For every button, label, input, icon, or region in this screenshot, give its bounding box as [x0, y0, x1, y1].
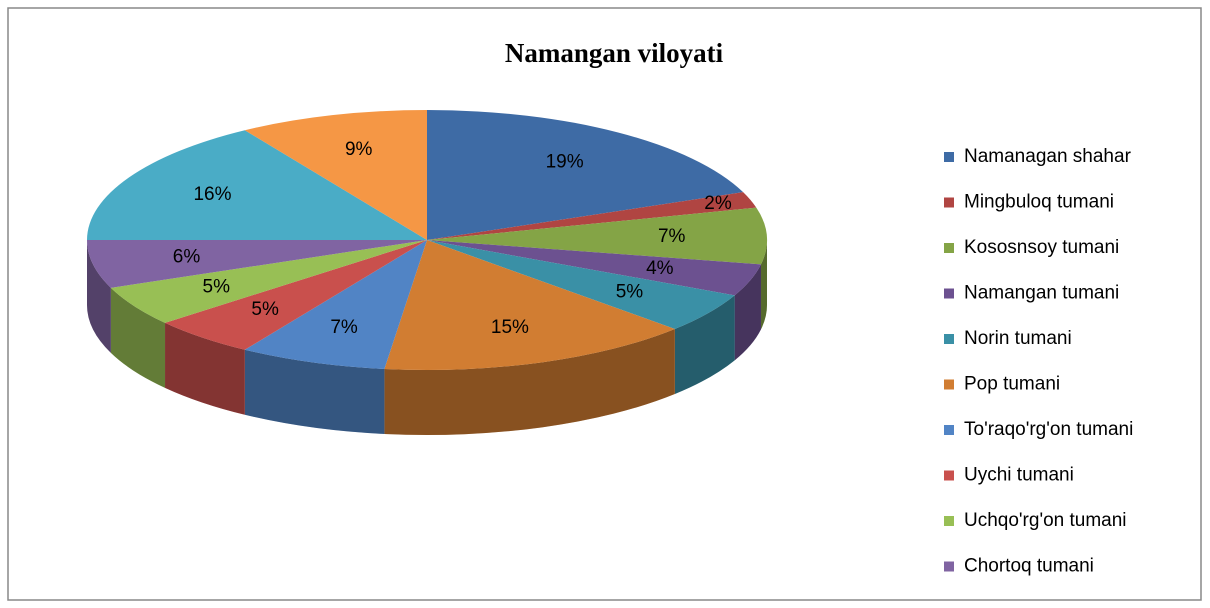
- slice-side: [734, 264, 761, 361]
- legend-swatch: [944, 516, 954, 526]
- slice-side: [110, 287, 166, 388]
- slice: [384, 240, 675, 370]
- slice: [110, 240, 428, 323]
- legend-swatch: [944, 561, 954, 572]
- slice-side-shade: [110, 287, 166, 388]
- slice: [165, 240, 427, 350]
- data-label: 5%: [203, 277, 231, 298]
- legend-swatch: [944, 152, 954, 162]
- slice: [427, 240, 761, 296]
- legend-label: Uychi tumani: [964, 465, 1074, 486]
- slice-side: [674, 295, 735, 394]
- slice-side: [384, 328, 675, 436]
- slice: [244, 110, 427, 240]
- legend-label: Norin tumani: [964, 328, 1072, 349]
- legend-label: Uchqo'rg'on tumani: [964, 510, 1127, 531]
- slice-side-shade: [734, 264, 761, 361]
- data-label: 4%: [646, 258, 674, 279]
- data-label: 6%: [173, 247, 201, 268]
- data-label: 5%: [616, 282, 644, 303]
- data-label: 19%: [546, 152, 584, 173]
- slice-side: [87, 240, 111, 353]
- legend-label: Chortoq tumani: [964, 556, 1094, 577]
- legend-label: To'raqo'rg'on tumani: [964, 419, 1133, 440]
- slice: [427, 110, 744, 240]
- slice: [427, 207, 767, 265]
- slice-side-shade: [674, 295, 735, 394]
- data-label: 7%: [658, 226, 686, 247]
- legend-swatch: [944, 288, 954, 299]
- slice: [87, 240, 427, 288]
- slice-side-shade: [384, 328, 675, 436]
- legend-swatch: [944, 197, 954, 208]
- slice: [427, 240, 735, 329]
- legend-swatch: [944, 379, 954, 390]
- slice: [427, 192, 757, 240]
- chart-title: Namangan viloyati: [505, 38, 724, 68]
- slice-side-shade: [165, 322, 245, 415]
- data-label: 2%: [704, 193, 732, 214]
- legend-swatch: [944, 334, 954, 344]
- slice-side: [244, 349, 385, 434]
- slice: [244, 240, 427, 369]
- legend-label: Kososnsoy tumani: [964, 237, 1119, 258]
- legend-label: Pop tumani: [964, 374, 1060, 395]
- legend-swatch: [944, 470, 954, 481]
- data-label: 7%: [330, 317, 358, 338]
- slice-side: [165, 322, 245, 415]
- slice-side-shade: [760, 240, 767, 330]
- legend-label: Namangan tumani: [964, 283, 1119, 304]
- data-label: 16%: [193, 184, 231, 205]
- slice-side: [760, 240, 767, 330]
- data-label: 15%: [491, 317, 529, 338]
- legend-label: Mingbuloq tumani: [964, 192, 1114, 213]
- legend-swatch: [944, 425, 954, 435]
- data-label: 5%: [251, 299, 279, 320]
- data-label: 9%: [345, 139, 373, 160]
- slice-side-shade: [244, 349, 385, 434]
- legend-label: Namanagan shahar: [964, 146, 1132, 167]
- slice-side-shade: [87, 240, 111, 353]
- legend-swatch: [944, 243, 954, 253]
- slice: [87, 130, 427, 240]
